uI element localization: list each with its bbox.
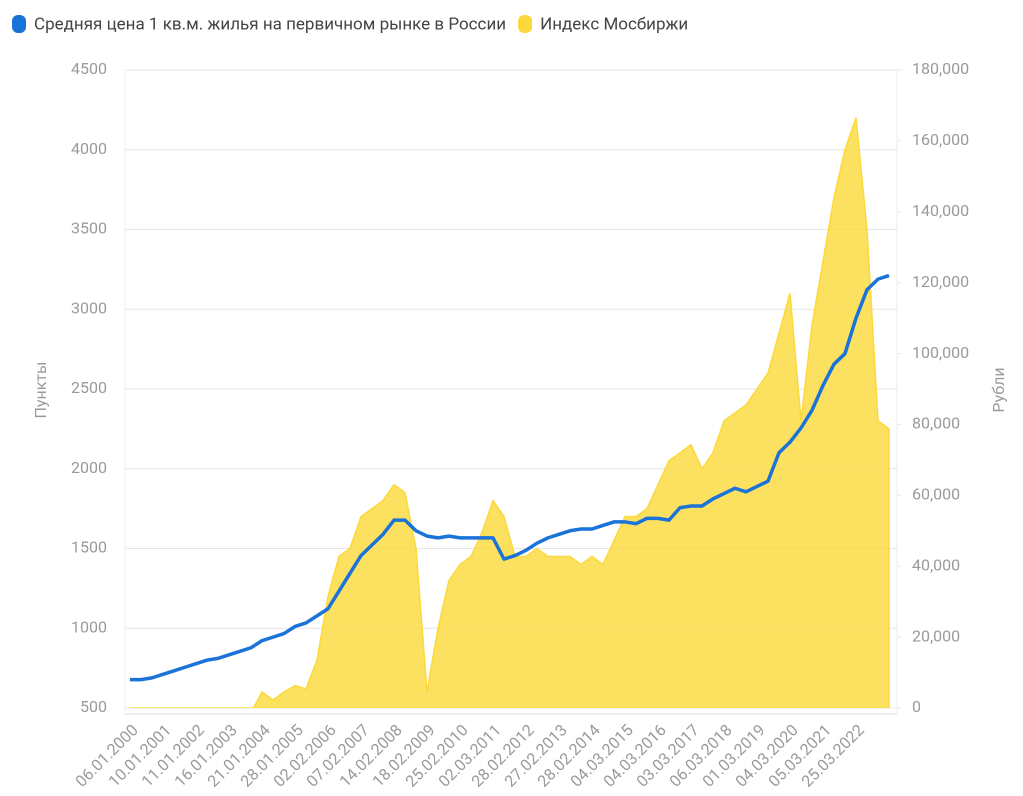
plot-area xyxy=(129,117,890,708)
y2-tick-label: 40,000 xyxy=(912,555,960,574)
y-axis-title: Пункты xyxy=(31,362,50,419)
price-line xyxy=(130,273,890,682)
y2-tick-label: 120,000 xyxy=(912,272,969,291)
y-tick-label: 4000 xyxy=(71,139,107,158)
y2-tick-label: 180,000 xyxy=(912,59,969,78)
legend-swatch xyxy=(518,15,533,33)
y-tick-label: 1000 xyxy=(71,617,107,636)
y-tick-label: 1500 xyxy=(71,538,107,557)
y-tick-label: 4500 xyxy=(71,59,107,78)
y-tick-label: 3000 xyxy=(71,298,107,317)
y2-tick-label: 100,000 xyxy=(912,343,969,362)
y-tick-label: 3500 xyxy=(71,219,107,238)
y2-tick-label: 60,000 xyxy=(912,485,960,504)
legend-swatch xyxy=(12,15,26,33)
y2-tick-label: 80,000 xyxy=(912,414,960,433)
y2-tick-label: 20,000 xyxy=(912,626,960,645)
index-area xyxy=(129,117,890,708)
y-tick-label: 500 xyxy=(80,697,107,716)
legend-label: Индекс Мосбиржи xyxy=(540,14,688,34)
y2-axis-title: Рубли xyxy=(989,367,1008,412)
y2-tick-label: 140,000 xyxy=(912,201,969,220)
y2-tick-label: 160,000 xyxy=(912,130,969,149)
y-tick-label: 2500 xyxy=(71,378,107,397)
y2-tick-label: 0 xyxy=(912,697,921,716)
legend-label: Средняя цена 1 кв.м. жилья на первичном … xyxy=(34,14,506,34)
y-tick-label: 2000 xyxy=(71,458,107,477)
